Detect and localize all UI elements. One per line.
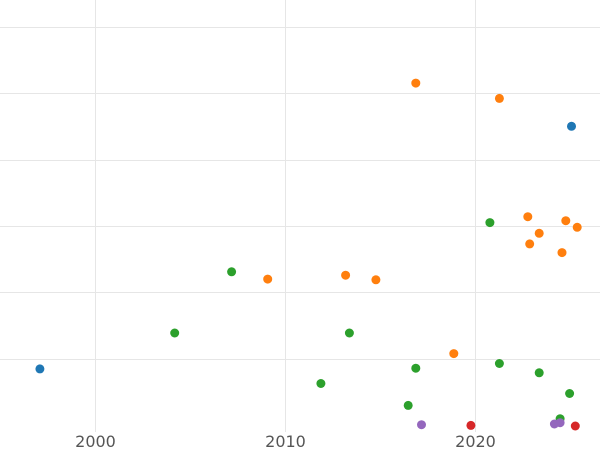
point-s2-4 <box>411 363 421 373</box>
x-tick-label-2: 2020 <box>455 432 496 450</box>
point-s1-10 <box>525 239 535 249</box>
point-s0-1 <box>567 121 576 131</box>
point-s1-3 <box>341 270 351 280</box>
data-points <box>35 78 582 431</box>
y-gridlines <box>0 27 600 360</box>
point-s2-7 <box>316 379 326 388</box>
point-s3-0 <box>466 420 476 430</box>
point-s4-0 <box>417 420 426 430</box>
point-s1-11 <box>557 248 567 258</box>
point-s1-8 <box>572 222 582 232</box>
point-s2-1 <box>227 267 237 277</box>
point-s1-7 <box>561 216 571 226</box>
x-tick-label-1: 2010 <box>265 432 306 450</box>
point-s3-1 <box>570 421 580 431</box>
point-s2-9 <box>403 400 413 410</box>
point-s4-2 <box>555 418 565 428</box>
point-s1-9 <box>534 228 544 238</box>
x-gridlines <box>95 0 476 432</box>
point-s2-5 <box>494 359 504 368</box>
x-tick-labels: 2000 2010 2020 <box>75 432 496 450</box>
point-s1-0 <box>411 78 421 88</box>
point-s1-1 <box>494 93 504 103</box>
x-tick-label-0: 2000 <box>75 432 116 450</box>
point-s1-2 <box>263 274 273 284</box>
point-s1-4 <box>371 275 381 285</box>
point-s2-6 <box>534 368 544 378</box>
point-s1-6 <box>523 212 533 222</box>
point-s2-2 <box>170 328 180 338</box>
point-s0-0 <box>35 364 45 374</box>
point-s2-3 <box>344 328 354 338</box>
point-s1-5 <box>449 349 459 359</box>
point-s2-0 <box>485 218 495 228</box>
point-s2-8 <box>565 389 575 398</box>
